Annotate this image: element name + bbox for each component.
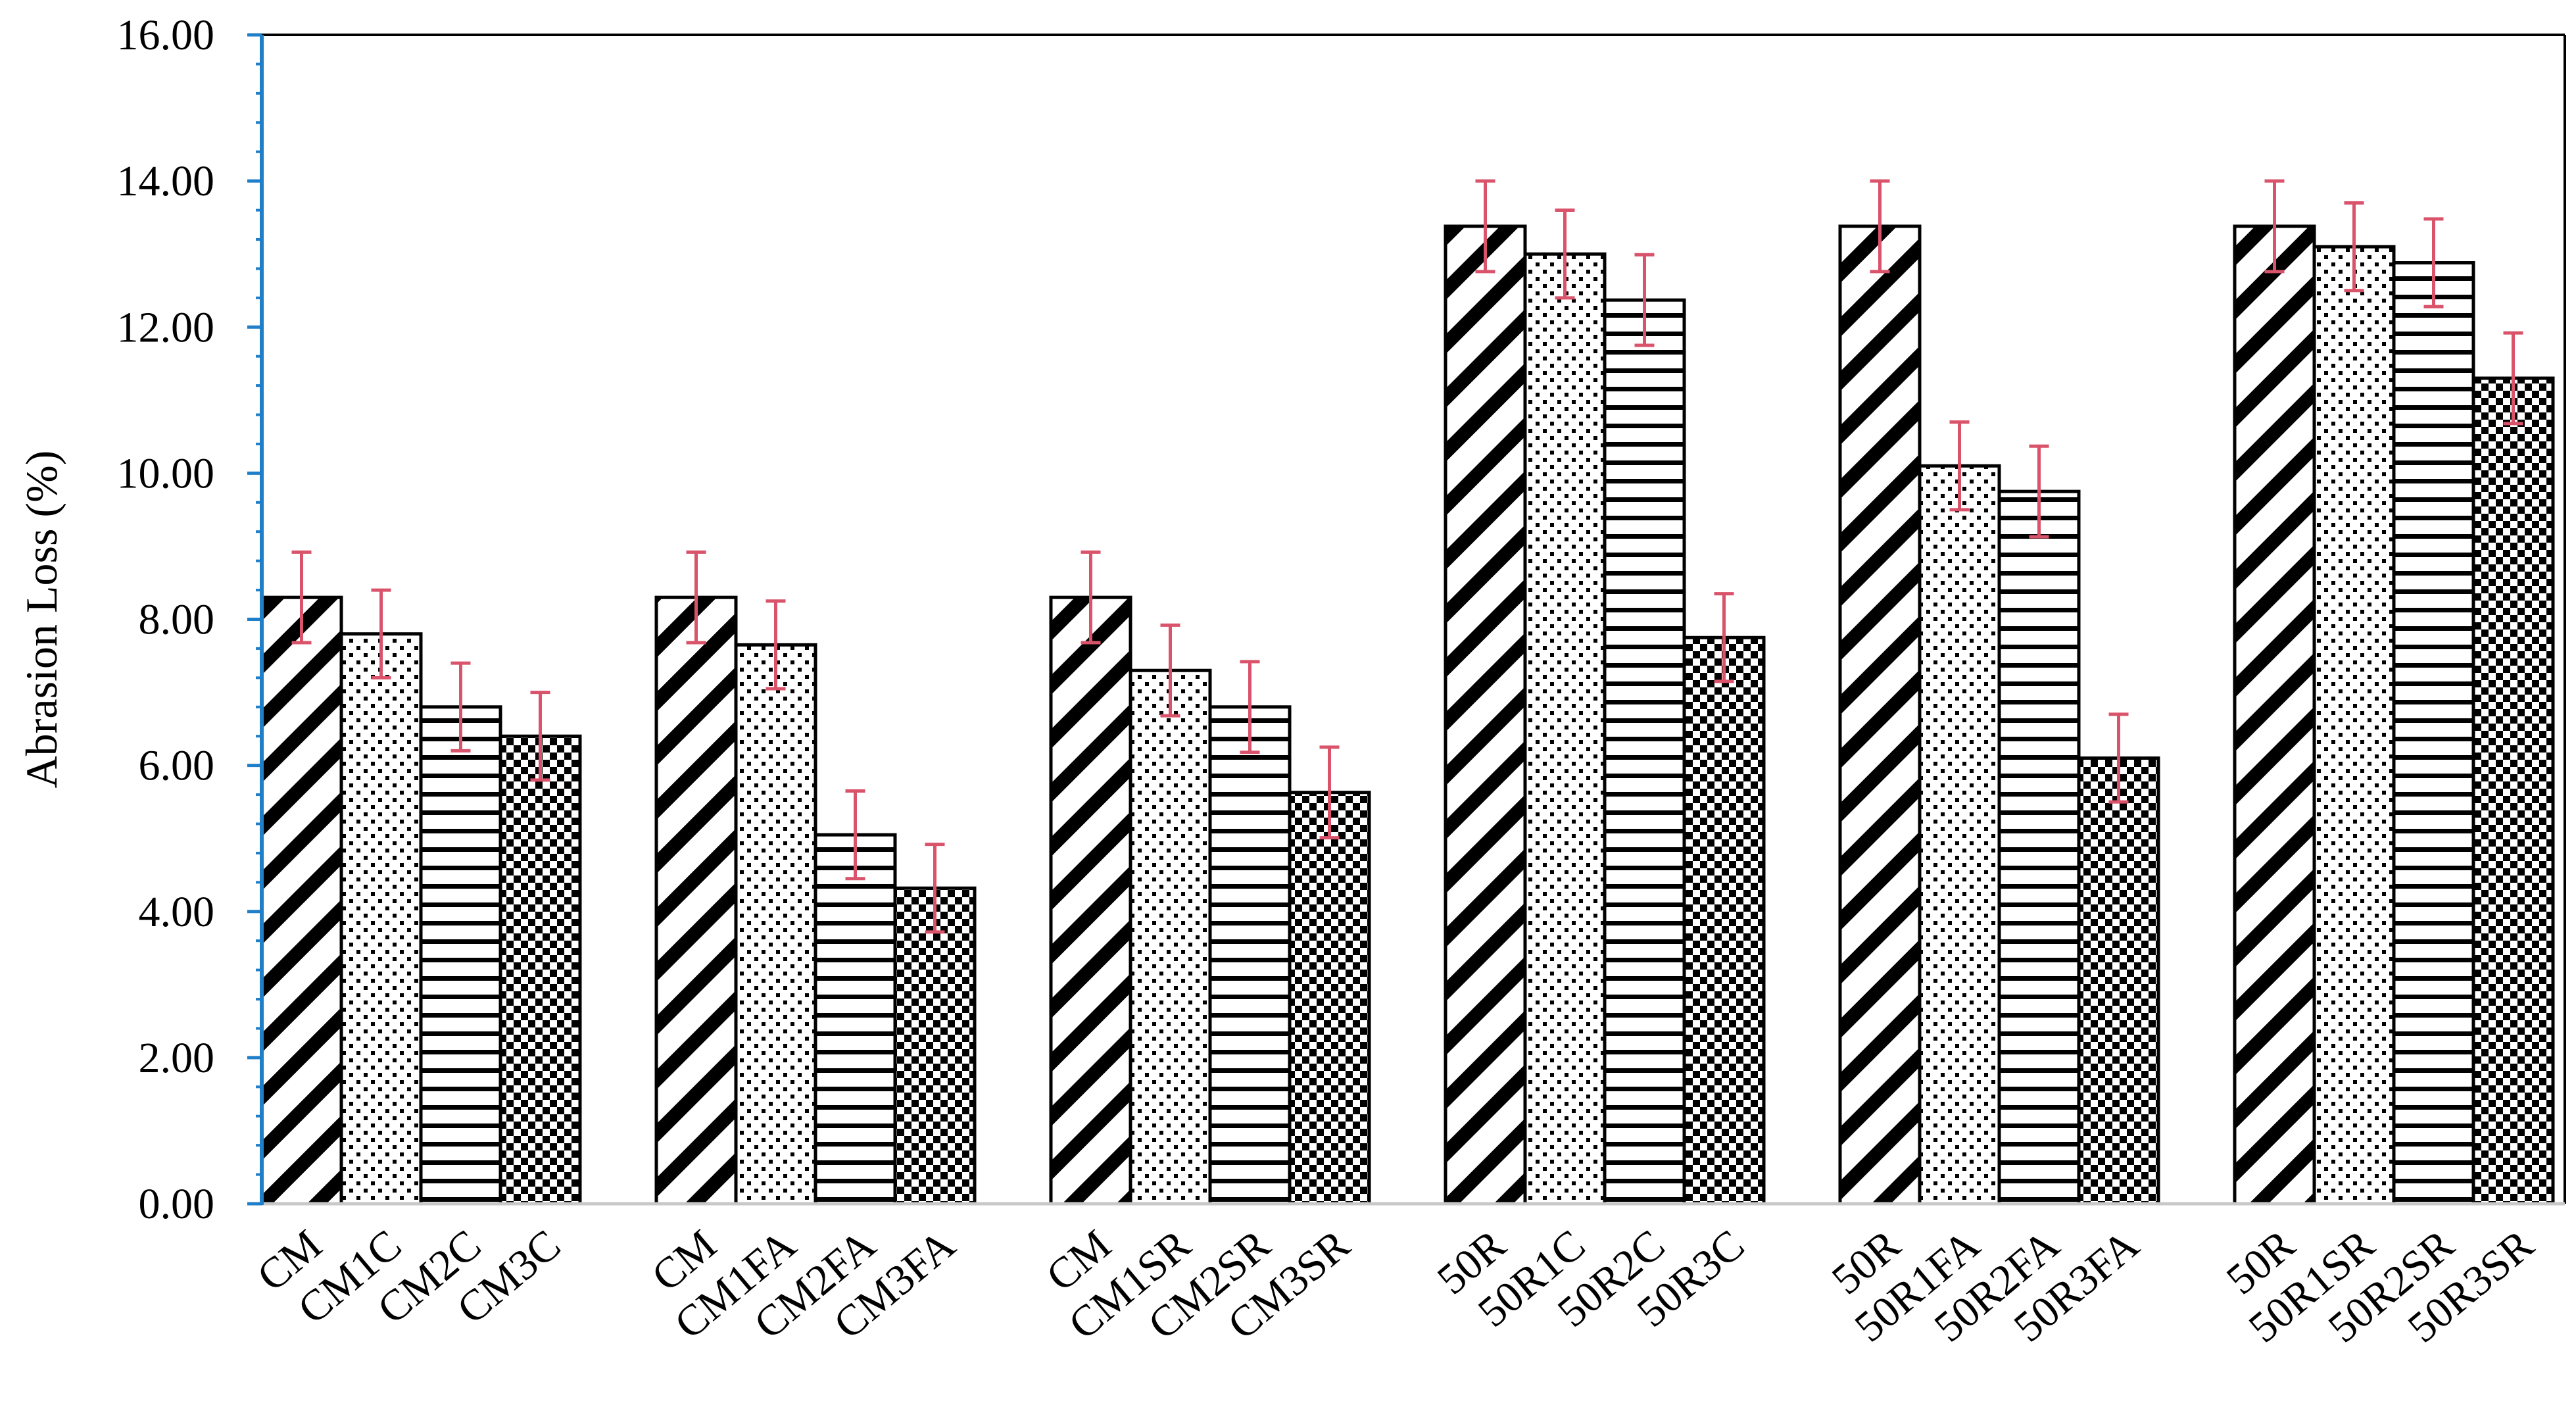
bar-cm1sr-g3 [1129, 668, 1212, 1206]
bar-50r2c-g4 [1603, 298, 1686, 1206]
bar-cm-g1 [260, 595, 343, 1206]
bar-cm3sr-g3 [1288, 791, 1371, 1206]
y-axis-title: Abrasion Loss (%) [16, 451, 66, 789]
y-tick-label: 12.00 [117, 303, 215, 351]
y-tick-label: 2.00 [139, 1034, 215, 1082]
bar-cm2sr-g3 [1208, 705, 1292, 1206]
bar-cm3c-g1 [498, 734, 582, 1206]
y-tick-label: 16.00 [117, 11, 215, 59]
bar-50r-g5 [1838, 224, 1922, 1206]
bar-cm1c-g1 [339, 632, 423, 1206]
bar-cm1fa-g2 [734, 643, 817, 1206]
y-tick-label: 8.00 [139, 596, 215, 644]
bar-50r1c-g4 [1523, 252, 1607, 1206]
y-tick-label: 14.00 [117, 157, 215, 205]
bar-50r3c-g4 [1682, 635, 1766, 1206]
bar-50r2fa-g5 [1997, 489, 2081, 1206]
bar-50r-g4 [1444, 224, 1527, 1206]
y-tick-label: 4.00 [139, 888, 215, 936]
bar-50r1fa-g5 [1918, 464, 2001, 1206]
bar-cm2c-g1 [419, 705, 502, 1206]
bar-50r2sr-g6 [2392, 261, 2475, 1206]
bar-50r3fa-g5 [2077, 756, 2160, 1206]
bar-cm-g2 [654, 595, 738, 1206]
bar-50r3sr-g6 [2471, 376, 2555, 1206]
y-tick-label: 10.00 [117, 449, 215, 497]
bar-cm3fa-g2 [893, 886, 977, 1206]
bar-cm2fa-g2 [814, 833, 897, 1206]
bar-50r1sr-g6 [2312, 245, 2396, 1206]
y-tick-label: 6.00 [139, 742, 215, 790]
bar-cm-g3 [1049, 595, 1132, 1206]
bar-50r-g6 [2233, 224, 2316, 1206]
y-tick-label: 0.00 [139, 1180, 215, 1228]
